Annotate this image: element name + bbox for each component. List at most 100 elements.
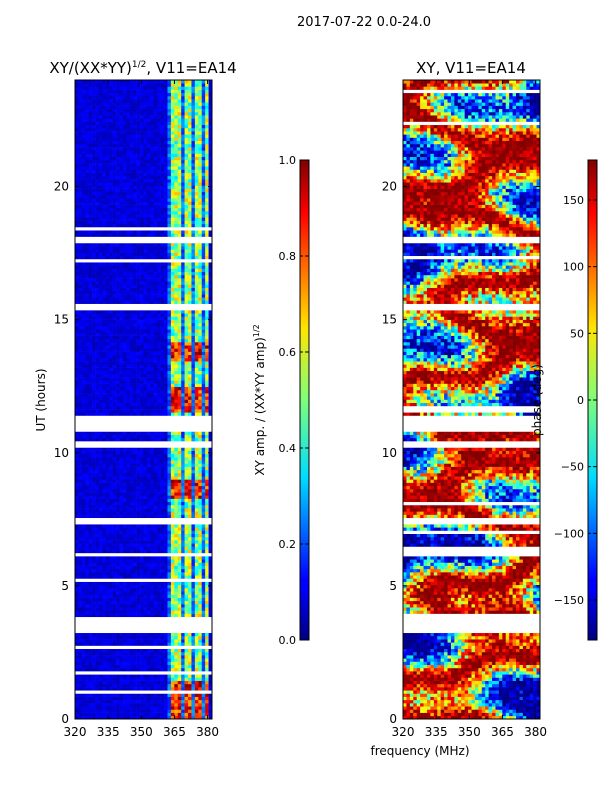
amplitude-cell [157, 335, 161, 340]
amplitude-cell [201, 703, 206, 707]
amplitude-cell [174, 466, 179, 471]
amplitude-cell [85, 329, 89, 333]
amplitude-cell [146, 367, 151, 372]
amplitude-cell [143, 524, 148, 528]
amplitude-cell [160, 447, 165, 451]
amplitude-cell [119, 396, 124, 400]
amplitude-cell [194, 508, 199, 512]
amplitude-cell [208, 405, 213, 410]
amplitude-cell [105, 603, 110, 608]
amplitude-cell [198, 351, 203, 356]
amplitude-cell [160, 354, 165, 359]
amplitude-cell [167, 597, 172, 602]
amplitude-cell [181, 332, 185, 336]
amplitude-cell [122, 399, 127, 403]
amplitude-cell [98, 389, 103, 394]
amplitude-cell [184, 476, 189, 480]
amplitude-cell [208, 434, 213, 439]
amplitude-cell [126, 527, 131, 531]
amplitude-cell [109, 447, 113, 451]
amplitude-cell [116, 476, 120, 480]
amplitude-cell [170, 664, 175, 669]
amplitude-cell [160, 361, 165, 365]
amplitude-cell [164, 693, 168, 697]
amplitude-cell [177, 687, 182, 691]
amplitude-cell [122, 412, 127, 416]
amplitude-cell [136, 255, 141, 260]
amplitude-cell [174, 696, 179, 701]
amplitude-cell [75, 396, 79, 400]
amplitude-cell [150, 549, 155, 554]
amplitude-cell [157, 594, 161, 598]
amplitude-cell [116, 613, 120, 618]
amplitude-cell [109, 249, 113, 253]
amplitude-cell [140, 597, 144, 602]
amplitude-cell [150, 377, 155, 381]
amplitude-cell [191, 715, 196, 720]
amplitude-cell [85, 540, 89, 544]
amplitude-cell [112, 658, 117, 662]
amplitude-cell [170, 565, 175, 570]
amplitude-cell [95, 338, 100, 343]
amplitude-cell [129, 677, 134, 681]
amplitude-cell [174, 351, 179, 356]
amplitude-flag-row [75, 520, 212, 525]
amplitude-cell [116, 594, 120, 598]
amplitude-cell [205, 603, 209, 608]
amplitude-cell [95, 613, 100, 618]
amplitude-cell [112, 294, 117, 298]
amplitude-cell [129, 479, 134, 483]
amplitude-cell [75, 591, 79, 595]
amplitude-cell [81, 383, 86, 388]
amplitude-cell [78, 466, 83, 471]
amplitude-cell [129, 584, 134, 589]
amplitude-cell [143, 329, 148, 333]
amplitude-cell [116, 399, 120, 403]
amplitude-cell [170, 504, 175, 509]
amplitude-cell [194, 536, 199, 541]
amplitude-cell [205, 319, 209, 324]
amplitude-cell [129, 472, 134, 477]
amplitude-cell [150, 316, 155, 320]
amplitude-cell [129, 284, 134, 288]
amplitude-cell [201, 699, 206, 704]
amplitude-cell [140, 284, 144, 288]
amplitude-cell [167, 373, 172, 378]
amplitude-cell [205, 402, 209, 407]
amplitude-cell [157, 377, 161, 381]
amplitude-cell [164, 278, 168, 282]
amplitude-cell [88, 329, 93, 333]
amplitude-cell [112, 476, 117, 480]
amplitude-cell [188, 514, 192, 519]
amplitude-cell [88, 575, 93, 579]
amplitude-cell [194, 431, 199, 435]
amplitude-cell [201, 284, 206, 288]
amplitude-cell [119, 373, 124, 378]
amplitude-cell [92, 437, 96, 442]
amplitude-cell [157, 485, 161, 490]
amplitude-cell [157, 706, 161, 710]
amplitude-cell [116, 706, 120, 710]
amplitude-cell [205, 648, 209, 653]
amplitude-cell [143, 322, 148, 327]
amplitude-cell [153, 297, 158, 301]
amplitude-cell [167, 527, 172, 531]
amplitude-cell [95, 540, 100, 544]
amplitude-cell [75, 559, 79, 563]
amplitude-cell [160, 287, 165, 292]
amplitude-cell [133, 316, 137, 320]
amplitude-cell [167, 508, 172, 512]
amplitude-cell [81, 271, 86, 276]
amplitude-cell [164, 396, 168, 400]
amplitude-cell [170, 476, 175, 480]
amplitude-cell [153, 274, 158, 279]
amplitude-cell [184, 677, 189, 681]
amplitude-cell [88, 677, 93, 681]
amplitude-cell [160, 565, 165, 570]
amplitude-cell [109, 472, 113, 477]
amplitude-cell [112, 683, 117, 688]
amplitude-cell [191, 345, 196, 349]
amplitude-cell [92, 380, 96, 384]
amplitude-cell [116, 396, 120, 400]
amplitude-cell [167, 680, 172, 685]
